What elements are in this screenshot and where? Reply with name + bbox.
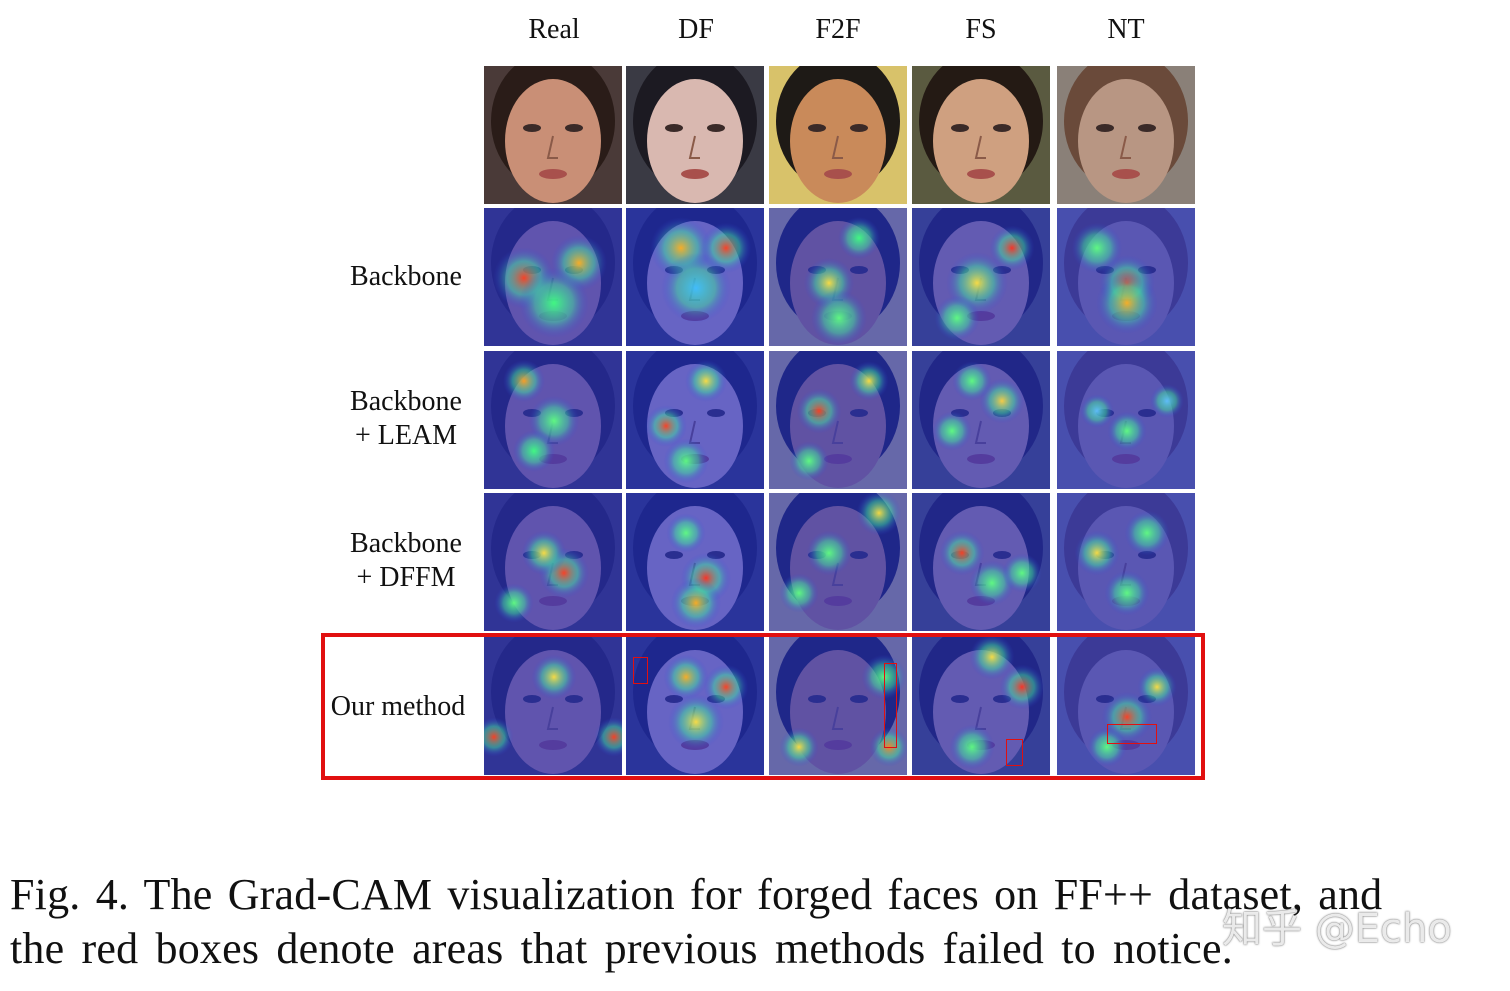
gradcam-heatmap-backbone-fs bbox=[912, 208, 1050, 346]
heat-spot bbox=[513, 430, 555, 472]
gradcam-heatmap-backbone-nt bbox=[1057, 208, 1195, 346]
heat-spot bbox=[685, 360, 727, 402]
gradcam-heatmap-backbone-f2f bbox=[769, 208, 907, 346]
gradcam-heatmap-dffm-real bbox=[484, 493, 622, 631]
figure-caption: Fig. 4. The Grad-CAM visualization for f… bbox=[10, 868, 1505, 976]
heat-spot bbox=[521, 530, 567, 576]
gradcam-heatmap-dffm-df bbox=[626, 493, 764, 631]
column-header-f2f: F2F bbox=[815, 14, 861, 45]
gradcam-heatmap-leam-fs bbox=[912, 351, 1050, 489]
gradcam-heatmap-dffm-f2f bbox=[769, 493, 907, 631]
caption-line-1: Fig. 4. The Grad-CAM visualization for f… bbox=[10, 870, 1383, 919]
heat-spot bbox=[779, 573, 819, 613]
row-label-backbone-text: Backbone bbox=[350, 261, 462, 292]
face-image-f2f bbox=[769, 66, 907, 204]
nt-missed-region-box bbox=[1107, 724, 1157, 744]
heat-spot bbox=[979, 378, 1025, 424]
face-image-df bbox=[626, 66, 764, 204]
df-missed-region-box bbox=[633, 657, 648, 684]
column-header-real: Real bbox=[528, 14, 580, 45]
heat-spot bbox=[1137, 667, 1177, 707]
heat-spot bbox=[939, 530, 985, 576]
heat-spot bbox=[796, 388, 842, 434]
heat-spot bbox=[1096, 272, 1158, 334]
heat-spot bbox=[1124, 510, 1170, 556]
fs-missed-region-box bbox=[1006, 739, 1023, 766]
face-image-real bbox=[484, 66, 622, 204]
heat-spot bbox=[484, 717, 514, 757]
our-method-highlight-box bbox=[321, 633, 1205, 780]
gradcam-heatmap-ours-fs bbox=[912, 637, 1050, 775]
heat-spot bbox=[666, 513, 706, 553]
heat-spot bbox=[811, 290, 867, 346]
heat-spot bbox=[1002, 553, 1042, 593]
heat-spot bbox=[969, 637, 1015, 680]
gradcam-heatmap-leam-f2f bbox=[769, 351, 907, 489]
heat-spot bbox=[519, 268, 589, 338]
heat-spot bbox=[594, 717, 622, 757]
column-header-fs: FS bbox=[965, 14, 997, 45]
gradcam-heatmap-leam-nt bbox=[1057, 351, 1195, 489]
row-label-leam-line1: Backbone bbox=[350, 386, 462, 417]
row-label-dffm-line1: Backbone bbox=[350, 528, 462, 559]
gradcam-heatmap-leam-real bbox=[484, 351, 622, 489]
heat-spot bbox=[1080, 394, 1114, 428]
heat-spot bbox=[494, 583, 534, 623]
heat-spot bbox=[663, 654, 709, 700]
heat-spot bbox=[1074, 530, 1120, 576]
face-image-fs bbox=[912, 66, 1050, 204]
gradcam-heatmap-dffm-nt bbox=[1057, 493, 1195, 631]
gradcam-heatmap-ours-df bbox=[626, 637, 764, 775]
heat-spot bbox=[806, 530, 852, 576]
caption-line-2: the red boxes denote areas that previous… bbox=[10, 924, 1233, 973]
face-image-nt bbox=[1057, 66, 1195, 204]
heat-spot bbox=[1071, 222, 1123, 274]
row-label-leam-line2: + LEAM bbox=[354, 420, 458, 451]
heat-spot bbox=[661, 253, 731, 323]
gradcam-heatmap-dffm-fs bbox=[912, 493, 1050, 631]
heat-spot bbox=[932, 411, 972, 451]
gradcam-heatmap-leam-df bbox=[626, 351, 764, 489]
row-label-dffm-line2: + DFFM bbox=[356, 562, 456, 593]
heat-spot bbox=[663, 438, 709, 484]
row-label-dffm: Backbone + DFFM bbox=[306, 527, 506, 595]
column-header-df: DF bbox=[678, 14, 714, 45]
heat-spot bbox=[1104, 570, 1150, 616]
zhihu-watermark: 知乎 @Echo bbox=[1222, 906, 1452, 952]
heat-spot bbox=[1107, 411, 1147, 451]
heat-spot bbox=[645, 405, 687, 447]
row-label-ours-text: Our method bbox=[330, 691, 466, 722]
heat-spot bbox=[531, 654, 577, 700]
gradcam-heatmap-backbone-df bbox=[626, 208, 764, 346]
heat-spot bbox=[670, 577, 722, 629]
gradcam-heatmap-backbone-real bbox=[484, 208, 622, 346]
heat-spot bbox=[838, 217, 880, 259]
heat-spot bbox=[934, 295, 980, 341]
heat-spot bbox=[503, 360, 545, 402]
heat-spot bbox=[949, 724, 995, 770]
row-label-backbone: Backbone bbox=[306, 260, 506, 294]
heat-spot bbox=[668, 694, 724, 750]
heat-spot bbox=[952, 361, 992, 401]
heat-spot bbox=[1087, 727, 1127, 767]
heat-spot bbox=[703, 664, 749, 710]
heat-spot bbox=[1150, 384, 1184, 418]
row-label-leam: Backbone + LEAM bbox=[306, 385, 506, 453]
row-label-ours: Our method bbox=[298, 690, 498, 724]
heat-spot bbox=[856, 493, 902, 536]
column-header-nt: NT bbox=[1107, 14, 1145, 45]
heat-spot bbox=[779, 727, 819, 767]
heat-spot bbox=[999, 664, 1045, 710]
f2f-missed-region-box bbox=[884, 663, 897, 748]
heat-spot bbox=[789, 441, 829, 481]
gradcam-heatmap-ours-real bbox=[484, 637, 622, 775]
heat-spot bbox=[989, 225, 1035, 271]
heat-spot bbox=[849, 361, 889, 401]
